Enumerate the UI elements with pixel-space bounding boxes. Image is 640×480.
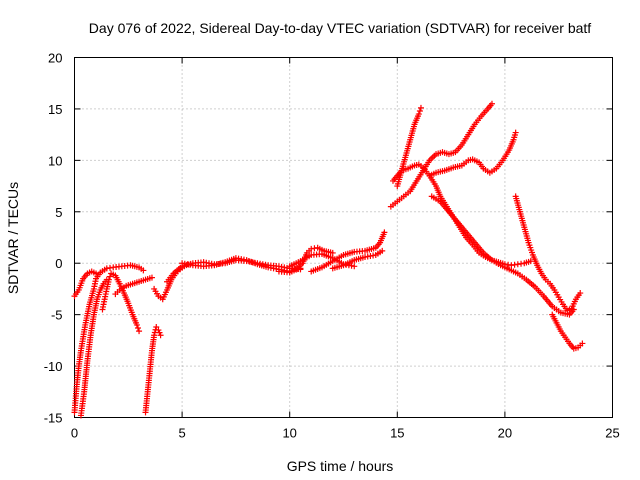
data-point (379, 247, 386, 254)
x-tick-label: 15 (390, 426, 404, 441)
data-point (415, 111, 422, 118)
data-point (151, 332, 158, 339)
y-tick-label: -10 (44, 359, 63, 374)
x-tick-label: 5 (178, 426, 185, 441)
data-point (381, 229, 388, 236)
data-point (133, 321, 140, 328)
y-tick-label: 15 (48, 102, 62, 117)
chart-title: Day 076 of 2022, Sidereal Day-to-day VTE… (89, 20, 592, 36)
data-point (488, 100, 495, 107)
data-point (140, 267, 147, 274)
data-point (105, 276, 112, 283)
data-point (416, 107, 423, 114)
x-axis-label: GPS time / hours (287, 458, 394, 474)
data-point (417, 104, 424, 111)
plot-frame (74, 57, 613, 418)
data-points (71, 100, 586, 419)
y-tick-label: 10 (48, 153, 62, 168)
data-point (577, 290, 584, 297)
data-point (93, 270, 100, 277)
x-tick-label: 10 (282, 426, 296, 441)
x-tick-label: 25 (605, 426, 619, 441)
data-point (157, 332, 164, 339)
data-point (512, 129, 519, 136)
x-tick-label: 20 (498, 426, 512, 441)
data-point (153, 323, 160, 330)
axis-ticks: 0 5 10 15 20 25 -15 -10 -5 0 5 10 15 20 (44, 51, 620, 441)
y-tick-label: 5 (55, 205, 62, 220)
y-tick-label: 20 (48, 51, 62, 66)
data-point (136, 328, 143, 335)
data-point (579, 340, 586, 347)
x-tick-label: 0 (71, 426, 78, 441)
y-tick-label: -15 (44, 411, 63, 426)
y-tick-label: -5 (51, 308, 63, 323)
y-tick-label: 0 (55, 256, 62, 271)
y-axis-label: SDTVAR / TECUs (5, 182, 21, 294)
data-point (329, 249, 336, 256)
data-point (148, 274, 155, 281)
data-point (107, 273, 114, 280)
data-point (351, 263, 358, 270)
data-point (134, 325, 141, 332)
